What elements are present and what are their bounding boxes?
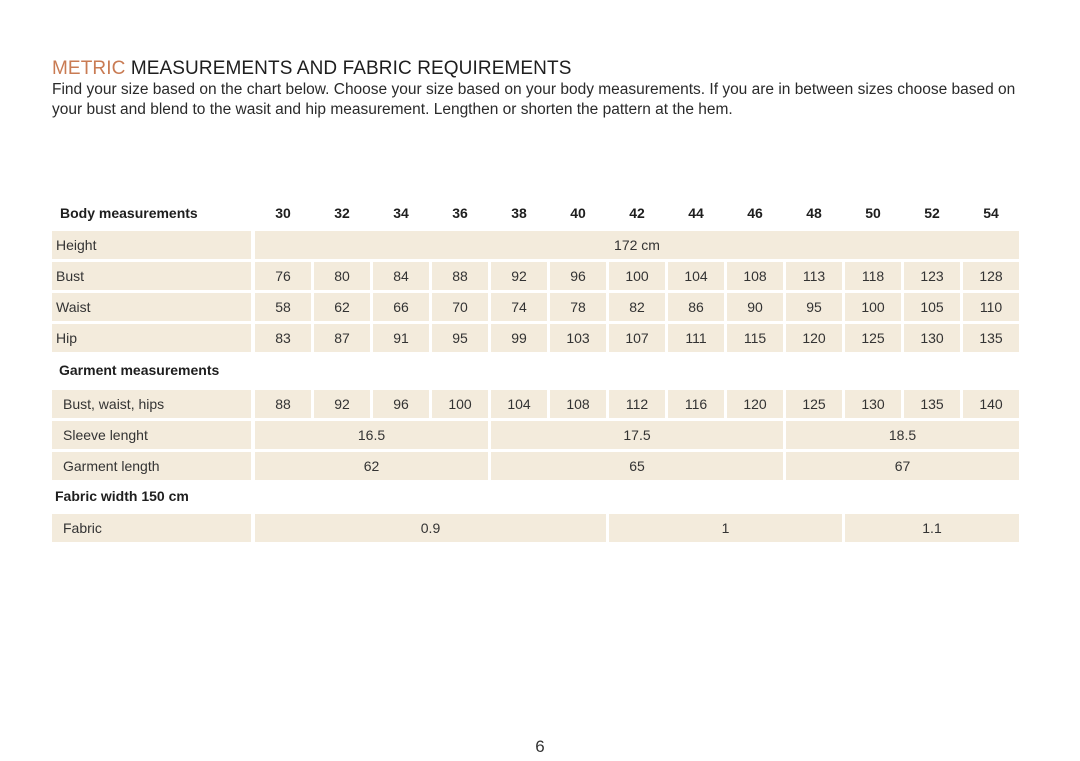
table-cell: 120: [786, 324, 842, 352]
table-cell: 99: [491, 324, 547, 352]
row-label: Waist: [52, 293, 251, 321]
table-cell: 62: [314, 293, 370, 321]
table-cell-merged: 67: [786, 452, 1019, 480]
table-cell: 92: [314, 390, 370, 418]
table-cell: 66: [373, 293, 429, 321]
size-header: 46: [747, 205, 763, 221]
table-cell: 104: [491, 390, 547, 418]
table-cell: 74: [491, 293, 547, 321]
table-cell: 88: [432, 262, 488, 290]
table-cell-merged: 18.5: [786, 421, 1019, 449]
table-cell: 92: [491, 262, 547, 290]
size-header: 40: [570, 205, 586, 221]
table-cell-merged: 65: [491, 452, 783, 480]
table-cell: 125: [786, 390, 842, 418]
table-cell: 116: [668, 390, 724, 418]
table-cell-merged: 172 cm: [255, 231, 1019, 259]
row-label: Bust, waist, hips: [52, 390, 251, 418]
table-cell: 84: [373, 262, 429, 290]
size-header: 44: [688, 205, 704, 221]
size-header: 34: [393, 205, 409, 221]
fabric-width-heading: Fabric width 150 cm: [55, 488, 189, 504]
table-cell: 113: [786, 262, 842, 290]
page-number: 6: [535, 737, 545, 756]
table-cell-merged: 17.5: [491, 421, 783, 449]
row-label: Height: [52, 231, 251, 259]
table-cell: 90: [727, 293, 783, 321]
table-cell: 100: [432, 390, 488, 418]
table-cell: 100: [845, 293, 901, 321]
table-cell-merged: 1.1: [845, 514, 1019, 542]
table-cell-merged: 1: [609, 514, 842, 542]
intro-text: Find your size based on the chart below.…: [52, 81, 1016, 118]
table-cell-merged: 16.5: [255, 421, 488, 449]
table-cell: 103: [550, 324, 606, 352]
table-cell: 110: [963, 293, 1019, 321]
garment-measurements-heading: Garment measurements: [59, 362, 220, 378]
table-cell: 80: [314, 262, 370, 290]
header-label: Body measurements: [60, 205, 198, 221]
table-cell: 86: [668, 293, 724, 321]
table-cell: 95: [432, 324, 488, 352]
table-cell: 120: [727, 390, 783, 418]
garment-measurements-table: Bust, waist, hips 88 92 96 100 104 108 112 116 12…: [52, 390, 1019, 480]
row-label: Sleeve lenght: [52, 421, 251, 449]
size-header: 52: [924, 205, 940, 221]
size-header: 36: [452, 205, 468, 221]
table-cell: 96: [373, 390, 429, 418]
table-cell: 82: [609, 293, 665, 321]
table-cell: 104: [668, 262, 724, 290]
size-header: 48: [806, 205, 822, 221]
row-label: Bust: [52, 262, 251, 290]
table-cell: 135: [963, 324, 1019, 352]
size-header: 30: [275, 205, 291, 221]
body-measurements-table: Height 172 cm Bust 76 80 84 88 92 96 100 104 108 113…: [52, 231, 1019, 352]
page-title: METRIC MEASUREMENTS AND FABRIC REQUIREME…: [52, 58, 571, 80]
table-cell: 111: [668, 324, 724, 352]
table-cell: 107: [609, 324, 665, 352]
table-cell: 100: [609, 262, 665, 290]
table-cell-merged: 0.9: [255, 514, 606, 542]
size-header: 42: [629, 205, 645, 221]
table-cell: 125: [845, 324, 901, 352]
size-header: 54: [983, 205, 999, 221]
table-cell: 76: [255, 262, 311, 290]
table-cell: 87: [314, 324, 370, 352]
table-cell: 70: [432, 293, 488, 321]
table-cell: 115: [727, 324, 783, 352]
table-cell: 128: [963, 262, 1019, 290]
table-cell: 130: [845, 390, 901, 418]
title-rest: MEASUREMENTS AND FABRIC REQUIREMENTS: [125, 58, 572, 79]
table-cell: 130: [904, 324, 960, 352]
table-cell: 123: [904, 262, 960, 290]
table-cell: 112: [609, 390, 665, 418]
table-cell: 78: [550, 293, 606, 321]
row-label: Fabric: [52, 514, 251, 542]
size-header-row: Body measurements 30 32 34 36 38 40 42 44 46 48 50 5…: [52, 202, 1019, 224]
table-cell: 135: [904, 390, 960, 418]
size-header: 38: [511, 205, 527, 221]
table-cell: 95: [786, 293, 842, 321]
table-cell: 108: [550, 390, 606, 418]
table-cell: 140: [963, 390, 1019, 418]
table-cell: 83: [255, 324, 311, 352]
table-cell: 96: [550, 262, 606, 290]
table-cell: 91: [373, 324, 429, 352]
row-label: Hip: [52, 324, 251, 352]
row-label: Garment length: [52, 452, 251, 480]
title-accent: METRIC: [52, 58, 126, 79]
table-cell: 105: [904, 293, 960, 321]
size-header: 32: [334, 205, 350, 221]
table-cell: 118: [845, 262, 901, 290]
table-cell-merged: 62: [255, 452, 488, 480]
fabric-table: Fabric 0.9 1 1.1: [52, 514, 1019, 542]
table-cell: 88: [255, 390, 311, 418]
table-cell: 58: [255, 293, 311, 321]
table-cell: 108: [727, 262, 783, 290]
size-header: 50: [865, 205, 881, 221]
